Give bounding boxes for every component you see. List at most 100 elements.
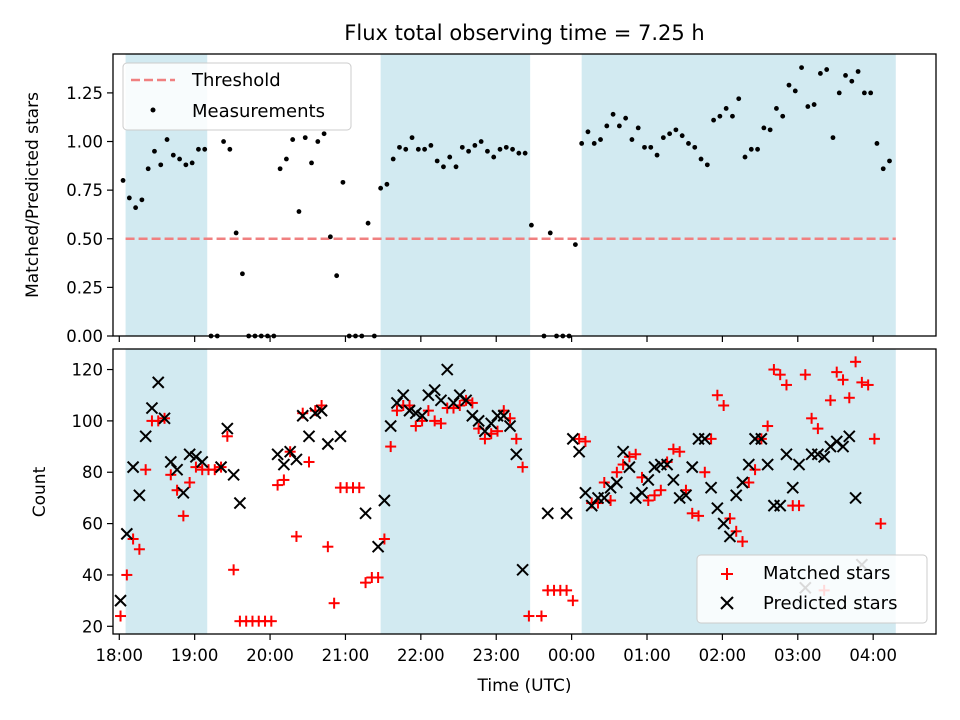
measurement-point <box>880 166 886 172</box>
predicted-star-point <box>120 527 134 541</box>
matched-star-point <box>435 417 447 429</box>
matched-star-point <box>535 610 547 622</box>
measurement-point <box>170 152 176 158</box>
measurement-point <box>283 156 289 162</box>
predicted-star-point <box>755 432 768 446</box>
matched-star-point <box>491 425 503 437</box>
measurement-point <box>415 146 421 152</box>
predicted-star-point <box>698 432 712 446</box>
measurement-point <box>642 144 647 150</box>
top-legend-box <box>122 62 352 131</box>
matched-star-point <box>680 484 692 496</box>
predicted-star-point <box>145 401 159 415</box>
measurement-point <box>811 102 817 107</box>
predicted-star-point <box>616 445 630 458</box>
measurement-point <box>522 150 528 156</box>
predicted-star-point <box>572 445 586 458</box>
predicted-star-point <box>541 507 554 520</box>
matched-star-point <box>699 466 711 478</box>
matched-star-point <box>711 389 723 401</box>
measurement-point <box>648 144 654 150</box>
measurement-point <box>723 106 729 111</box>
matched-star-point <box>265 615 277 627</box>
measurement-point <box>447 154 453 160</box>
top-plot-frame <box>112 53 937 337</box>
predicted-star-point <box>390 396 404 410</box>
measurement-point <box>139 197 145 203</box>
y-tick-label: 0.50 <box>66 230 103 249</box>
matched-star-point <box>743 477 755 489</box>
measurement-point <box>579 141 585 146</box>
measurement-point <box>503 144 509 150</box>
predicted-star-point <box>503 419 517 433</box>
bottom-legend: Matched stars Predicted stars <box>696 554 928 624</box>
measurement-point <box>202 146 208 152</box>
matched-star-point <box>824 394 836 406</box>
measurement-point <box>133 205 139 211</box>
matched-star-point <box>837 374 849 386</box>
x-tick-label: 21:00 <box>322 646 370 665</box>
measurement-point <box>428 143 434 148</box>
predicted-star-point <box>497 409 510 422</box>
bottom-legend-box <box>696 554 928 624</box>
bottom-x-ticks: 18:00 19:00 20:00 21:00 22:00 23:00 00:00 01:00… <box>96 634 897 665</box>
matched-star-point <box>686 507 698 519</box>
matched-star-point <box>328 597 340 609</box>
predicted-star-point <box>610 476 624 489</box>
predicted-star-point <box>409 406 423 420</box>
matched-star-point <box>793 500 805 512</box>
matched-star-point <box>667 443 679 455</box>
y-tick-label: 0.75 <box>66 181 103 200</box>
measurement-point <box>698 156 704 162</box>
predicted-star-point <box>177 486 190 499</box>
y-tick-label: 40 <box>82 566 103 585</box>
matched-star-point <box>322 541 334 553</box>
matched-star-point <box>850 356 862 368</box>
predicted-star-point <box>836 440 850 453</box>
measurement-point <box>466 148 471 154</box>
measurement-point <box>598 137 603 142</box>
measurement-point <box>679 133 685 139</box>
matched-star-point <box>856 376 868 388</box>
measurement-point <box>692 144 698 150</box>
measurement-point <box>296 209 302 214</box>
predicted-star-point <box>673 491 686 505</box>
matched-star-point <box>749 464 761 476</box>
predicted-star-point <box>516 563 529 577</box>
measurement-point <box>409 135 415 141</box>
measurement-point <box>240 271 245 277</box>
top-x-ticks <box>118 336 874 342</box>
measurement-point <box>321 131 327 137</box>
measurement-point <box>422 146 428 152</box>
matched-star-point <box>655 484 667 496</box>
measurement-point <box>742 154 748 160</box>
bottom-panel: 20 40 60 80 100 120 18:00 19:00 20:00 21:00 22:00… <box>30 348 937 696</box>
predicted-star-point <box>510 448 523 461</box>
measurement-point <box>717 113 723 119</box>
matched-star-point <box>290 530 302 542</box>
predicted-star-point <box>227 468 240 482</box>
matched-star-point <box>799 369 811 381</box>
predicted-star-point <box>635 486 649 499</box>
measurement-point <box>497 146 503 152</box>
top-y-axis-label: Matched/Predicted stars <box>23 92 43 298</box>
matched-star-point <box>404 399 416 411</box>
bottom-y-axis-label: Count <box>30 466 50 517</box>
predicted-star-point <box>321 437 335 451</box>
predicted-star-point <box>717 517 730 530</box>
matched-star-point <box>730 525 742 537</box>
matched-star-point <box>623 451 635 463</box>
measurement-point <box>774 106 779 111</box>
measurement-point <box>453 164 459 170</box>
measurement-point <box>667 131 673 137</box>
predicted-star-point <box>679 489 693 502</box>
y-tick-label: 100 <box>72 412 104 431</box>
matched-star-point <box>875 518 887 530</box>
measurement-point <box>196 146 201 152</box>
measurement-point <box>529 222 534 228</box>
legend-matched-swatch <box>721 568 733 580</box>
predicted-star-point <box>579 486 592 499</box>
matched-star-point <box>812 423 824 435</box>
predicted-star-point <box>170 463 184 476</box>
